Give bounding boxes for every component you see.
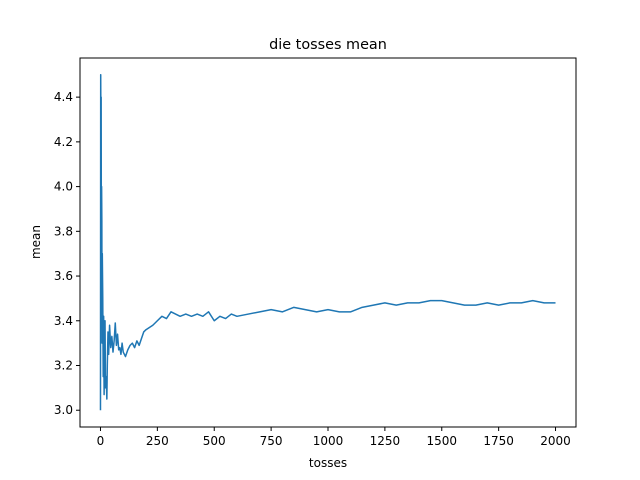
y-tick-label: 4.0 [54,180,73,194]
y-tick-label: 4.4 [54,90,73,104]
x-axis-label: tosses [309,456,347,470]
x-tick-label: 1500 [426,434,457,448]
plot-area [99,74,556,411]
x-tick-label: 1250 [370,434,401,448]
x-tick-label: 0 [97,434,105,448]
y-tick-label: 3.4 [54,314,73,328]
y-tick-label: 4.2 [54,135,73,149]
y-axis: 3.0 3.2 3.4 3.6 3.8 4.0 4.2 4.4 [54,90,80,417]
y-tick-label: 3.0 [54,403,73,417]
y-tick-label: 3.6 [54,269,73,283]
x-tick-label: 1750 [483,434,514,448]
series-line [99,74,556,411]
x-tick-label: 750 [260,434,283,448]
y-tick-label: 3.2 [54,359,73,373]
y-axis-label: mean [29,225,43,259]
x-tick-label: 500 [203,434,226,448]
x-tick-label: 250 [146,434,169,448]
x-tick-label: 1000 [313,434,344,448]
y-tick-label: 3.8 [54,224,73,238]
x-tick-label: 2000 [540,434,571,448]
chart-title: die tosses mean [269,37,387,53]
x-axis: 0 250 500 750 1000 1250 1500 1750 2000 [97,427,571,448]
